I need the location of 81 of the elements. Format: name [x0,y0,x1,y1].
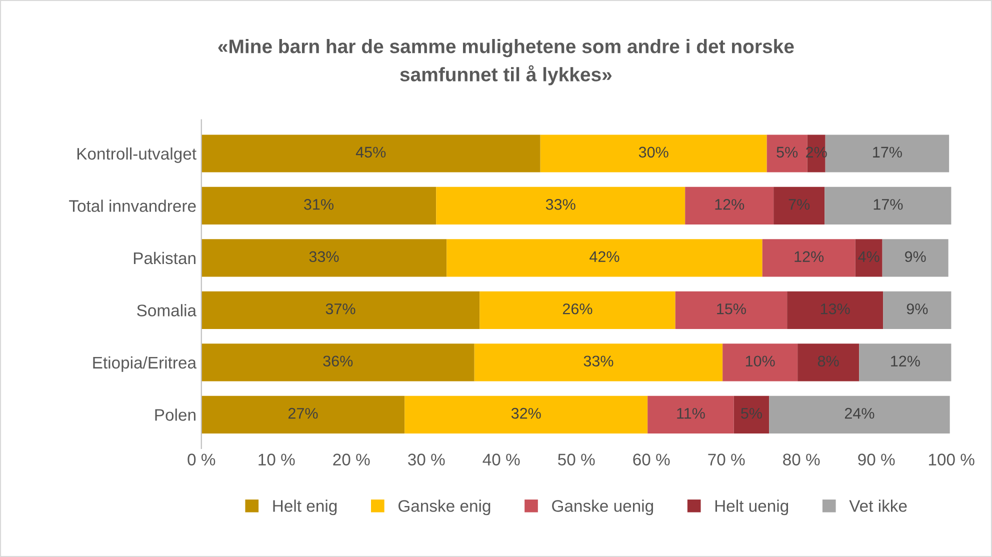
data-label: 7% [788,199,810,210]
bar [825,134,950,172]
data-label: 33% [584,356,614,367]
bar [762,239,856,277]
legend-label: Vet ikke [849,500,907,512]
x-tick-label: 10 % [258,454,295,466]
bar [859,344,952,382]
data-label: 17% [874,199,903,210]
legend-label: Helt enig [273,500,337,516]
bar [540,134,767,172]
data-label: 31% [304,199,334,210]
bar [474,344,723,382]
data-label: 12% [891,356,920,366]
data-label: 5% [741,408,762,419]
bar [436,186,686,225]
x-tick-label: 80 % [783,454,820,466]
bar [201,291,480,329]
x-tick-label: 100 % [928,454,974,466]
x-tick-label: 0 % [188,454,216,466]
data-label: 11% [677,408,705,419]
data-label: 27% [288,408,318,419]
legend-label: Ganske enig [398,500,490,516]
bar [774,186,825,225]
y-tick-label: Pakistan [134,252,196,264]
data-label: 45% [356,146,386,158]
bar [769,396,950,434]
bar [722,344,798,382]
bar [882,239,948,277]
x-tick-label: 60 % [633,454,670,466]
bar [480,291,676,329]
chart-title: «Mine barn har de samme mulighetene som andre i det norske samfunnet til å lykkes» [218,38,794,86]
data-label: 12% [715,199,744,210]
data-label: 10% [746,356,775,367]
data-label: 30% [638,146,668,158]
x-tick-label: 50 % [558,454,595,466]
bar [201,239,447,277]
legend-label: Ganske uenig [552,500,654,516]
bar [201,186,436,225]
bar [685,186,774,225]
y-tick-label: Polen [155,408,196,421]
data-label: 8% [818,356,839,367]
bar [201,134,540,172]
data-label: 36% [323,356,353,367]
data-label: 15% [717,304,746,314]
bar [824,186,952,225]
bar [855,239,882,277]
y-tick-label: Kontroll-utvalget [77,147,196,163]
x-tick-label: 90 % [858,454,895,466]
data-label: 9% [905,251,926,262]
legend-label: Helt uenig [715,500,788,516]
data-label: 17% [873,146,902,158]
x-tick-label: 30 % [408,454,445,466]
data-label: 32% [511,408,541,419]
bar [675,291,788,329]
bar [766,134,808,172]
x-tick-label: 20 % [333,454,370,466]
data-label: 33% [546,199,576,210]
data-label: 12% [794,251,824,262]
bar [883,291,952,329]
data-label: 13% [820,303,850,314]
bar [734,396,770,434]
data-label: 4% [858,251,880,262]
data-label: 26% [562,303,592,314]
bar [798,344,860,382]
data-label: 37% [326,303,356,314]
y-tick-label: Somalia [137,304,197,316]
bar [404,396,648,434]
data-label: 9% [906,303,928,314]
data-label: 42% [590,251,620,262]
bar [787,291,884,329]
x-tick-label: 70 % [708,454,745,466]
x-tick-label: 40 % [482,454,520,466]
data-label: 5% [776,146,798,158]
bar [201,396,405,434]
bar [446,239,762,277]
y-tick-label: Etiopia/Eritrea [93,356,197,372]
data-label: 33% [309,251,339,262]
y-tick-label: Total innvandrere [69,200,196,212]
bar [201,344,474,382]
data-label: 24% [844,408,874,419]
bar [648,396,734,434]
